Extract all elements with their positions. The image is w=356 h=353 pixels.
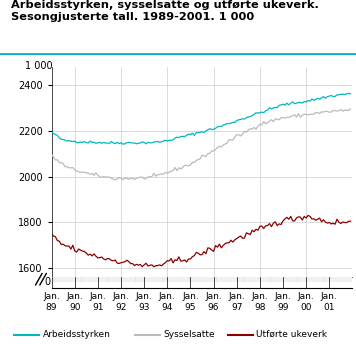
Text: Jan.
97: Jan. 97 bbox=[228, 292, 245, 312]
Text: Utførte ukeverk: Utførte ukeverk bbox=[256, 330, 327, 339]
Text: Jan.
00: Jan. 00 bbox=[298, 292, 315, 312]
Text: Jan.
93: Jan. 93 bbox=[136, 292, 153, 312]
Text: Jan.
98: Jan. 98 bbox=[251, 292, 268, 312]
Text: Sysselsatte: Sysselsatte bbox=[164, 330, 215, 339]
Text: Jan.
90: Jan. 90 bbox=[66, 292, 83, 312]
Text: Jan.
01: Jan. 01 bbox=[321, 292, 338, 312]
Text: Jan.
96: Jan. 96 bbox=[205, 292, 222, 312]
Text: Jan.
92: Jan. 92 bbox=[112, 292, 130, 312]
Text: Arbeidsstyrken: Arbeidsstyrken bbox=[43, 330, 111, 339]
Text: Jan.
91: Jan. 91 bbox=[89, 292, 106, 312]
Text: Jan.
95: Jan. 95 bbox=[182, 292, 199, 312]
Text: Arbeidsstyrken, sysselsatte og utførte ukeverk.
Sesongjusterte tall. 1989-2001. : Arbeidsstyrken, sysselsatte og utførte u… bbox=[11, 0, 319, 22]
Text: 1 000: 1 000 bbox=[25, 61, 53, 71]
Text: Jan.
99: Jan. 99 bbox=[274, 292, 292, 312]
Text: 0: 0 bbox=[44, 277, 50, 287]
Text: Jan.
89: Jan. 89 bbox=[43, 292, 60, 312]
Text: Jan.
94: Jan. 94 bbox=[159, 292, 176, 312]
